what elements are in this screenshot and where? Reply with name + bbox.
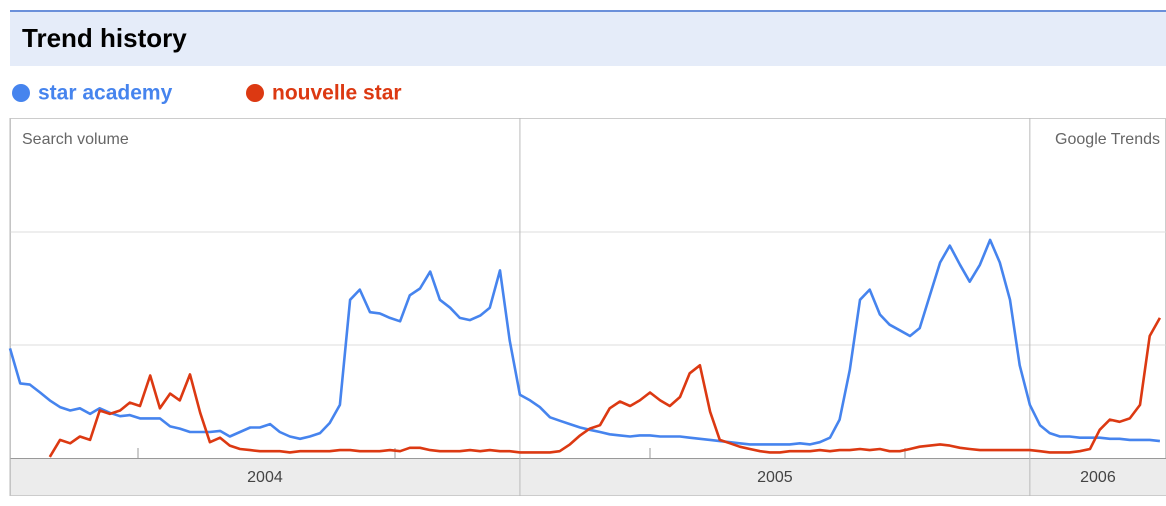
series-line [48,317,1162,458]
legend-marker [12,84,30,102]
x-tick-label: 2006 [1080,469,1116,486]
plot-frame [10,118,1166,496]
source-label: Google Trends [1055,131,1160,148]
legend-label: star academy [38,82,173,105]
chart-title: Trend history [22,23,187,53]
legend-marker [246,84,264,102]
series-line [8,238,1161,446]
x-tick-label: 2004 [247,469,283,486]
legend-label: nouvelle star [272,82,402,105]
x-axis-band [11,458,1166,495]
x-tick-label: 2005 [757,469,793,486]
header-bar [10,10,1166,66]
y-axis-label: Search volume [22,131,129,148]
